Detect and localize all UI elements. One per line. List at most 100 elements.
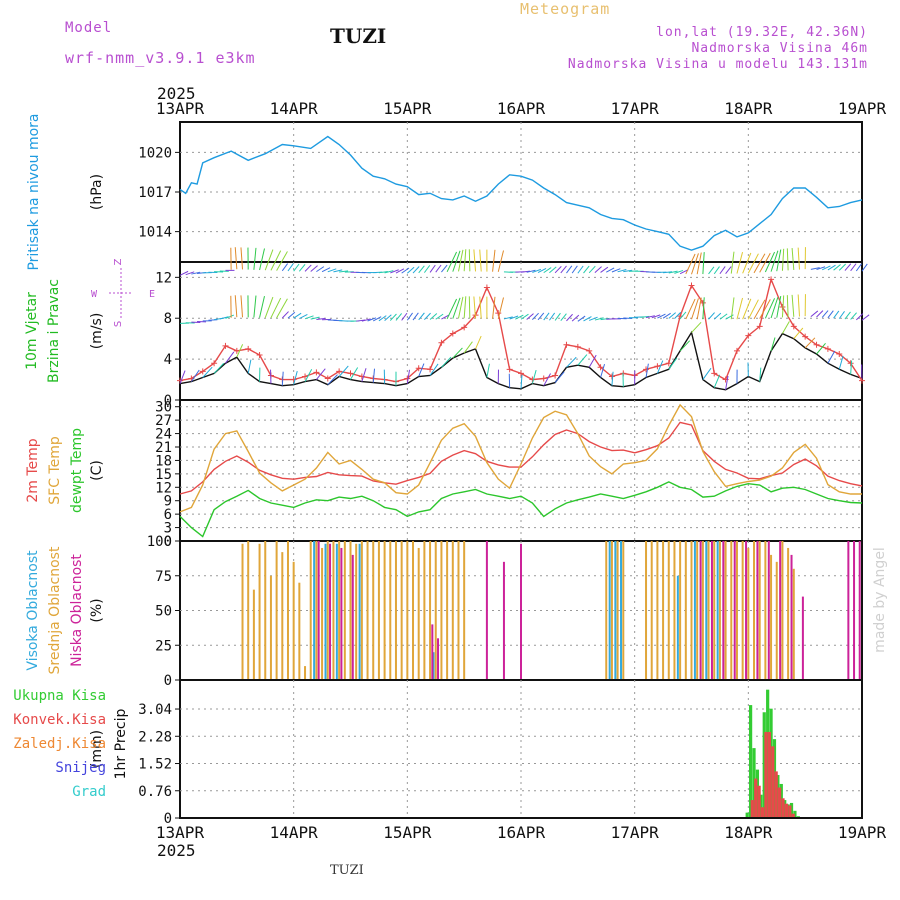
wind-arrow: [441, 356, 452, 368]
wind-arrow: [543, 373, 551, 386]
gust-marker: [745, 332, 752, 339]
gust-marker: [836, 351, 843, 357]
bar-clouds-visokaoblacnost: [716, 541, 719, 679]
gust-marker: [699, 299, 706, 306]
model-name: wrf-nmm_v3.9.1 e3km: [65, 49, 256, 67]
bottom-date-label-1: 14APR: [270, 823, 319, 842]
wind-arrow: [838, 263, 847, 271]
wind-arrow: [566, 313, 573, 322]
wind-arrow: [861, 263, 868, 272]
wind-arrow: [520, 313, 529, 320]
wind-arrow: [412, 266, 420, 274]
y-tick-label-precip: 0: [164, 811, 172, 827]
bar-clouds-srednjaoblacnost: [434, 541, 437, 679]
wind-arrow: [850, 360, 853, 375]
bar-clouds-niskaoblacnost: [502, 561, 505, 679]
wind-arrow: [549, 266, 557, 274]
wind-arrow: [668, 357, 678, 370]
gust-marker: [506, 366, 513, 373]
y-tick-label-precip: 1.52: [138, 757, 172, 773]
wind-arrow: [770, 337, 776, 352]
bar-clouds-srednjaoblacnost: [429, 541, 432, 679]
wind-arrow: [316, 368, 326, 380]
gust-marker: [211, 360, 218, 367]
bar-clouds-niskaoblacnost: [710, 541, 713, 679]
wind-arrow: [253, 295, 257, 318]
bar-clouds-srednjaoblacnost: [730, 541, 733, 679]
bar-clouds-niskaoblacnost: [431, 624, 434, 679]
wind-arrow: [492, 296, 496, 319]
wind-arrow: [656, 360, 664, 374]
wind-arrow: [696, 252, 702, 275]
wind-arrow: [770, 250, 779, 272]
bar-clouds-niskaoblacnost: [722, 541, 725, 679]
bar-clouds-niskaoblacnost: [756, 541, 759, 679]
y-tick-label-temperature: 0: [164, 534, 172, 550]
gust-marker: [449, 330, 456, 337]
wind-arrow: [747, 253, 759, 274]
bar-clouds-niskaoblacnost: [437, 638, 440, 679]
y-tick-label-temperature: 15: [155, 467, 172, 483]
bar-clouds-srednjaoblacnost: [724, 541, 727, 679]
wind-arrow: [304, 315, 314, 320]
bar-precip-ukupnakisa: [769, 708, 773, 817]
bar-clouds-srednjaoblacnost: [412, 541, 415, 679]
top-date-label-0: 13APR: [156, 99, 205, 118]
wind-arrow: [594, 317, 604, 321]
bar-clouds-srednjaoblacnost: [309, 541, 312, 679]
wind-arrow: [588, 354, 597, 368]
gust-marker: [688, 282, 695, 289]
y-tick-label-temperature: 30: [155, 400, 172, 416]
bar-clouds-srednjaoblacnost: [321, 547, 324, 679]
bar-precip-ukupnakisa: [745, 812, 749, 817]
bar-clouds-niskaoblacnost: [351, 554, 354, 679]
top-year-label: 2025: [157, 84, 196, 103]
y-tick-label-precip: 2.28: [138, 729, 172, 745]
bar-clouds-srednjaoblacnost: [667, 541, 670, 679]
wind-arrow: [791, 294, 795, 317]
bar-clouds-srednjaoblacnost: [389, 541, 392, 679]
bar-precip-konvekkisa: [757, 785, 761, 817]
wind-arrow: [372, 368, 376, 383]
wind-arrow: [401, 312, 408, 321]
bar-clouds-visokaoblacnost: [620, 541, 623, 679]
wind-arrow: [361, 368, 367, 382]
wind-arrow: [861, 314, 870, 321]
bar-clouds-srednjaoblacnost: [792, 568, 795, 679]
wind-arrow: [281, 263, 289, 272]
bottom-year-label: 2025: [157, 841, 196, 860]
y-unit-label-temperature: (C): [89, 460, 105, 481]
wind-arrow: [457, 249, 464, 272]
wind-arrow: [452, 347, 463, 359]
wind-arrow: [816, 266, 826, 271]
gust-marker: [313, 369, 320, 376]
bar-clouds-niskaoblacnost: [317, 541, 320, 679]
wind-arrow: [452, 297, 461, 319]
bar-clouds-srednjaoblacnost: [735, 541, 738, 679]
wind-arrow: [435, 313, 444, 320]
wind-arrow: [372, 316, 382, 322]
gust-marker: [540, 375, 547, 382]
wind-arrow: [588, 265, 596, 274]
y-tick-label-precip: 0.76: [138, 784, 172, 800]
precip-legend-label-2: Zaledj.Kisa: [13, 736, 106, 752]
gust-marker: [222, 342, 229, 349]
wind-arrow: [350, 367, 359, 380]
wind-arrow: [543, 312, 550, 321]
wind-arrow: [497, 250, 505, 272]
wind-arrow: [520, 374, 523, 389]
wind-arrow: [293, 263, 300, 272]
bar-clouds-srednjaoblacnost: [713, 541, 716, 679]
wind-arrow: [259, 248, 265, 271]
wind-arrow: [310, 265, 318, 272]
wind-arrow: [389, 313, 397, 321]
gust-marker: [756, 323, 763, 330]
wind-arrow: [446, 298, 458, 320]
wind-arrow: [526, 269, 536, 273]
bar-clouds-srednjaoblacnost: [679, 541, 682, 679]
wind-arrow: [423, 265, 431, 273]
wind-arrow: [276, 251, 288, 271]
wind-arrow: [764, 298, 776, 319]
gust-marker: [245, 345, 252, 352]
wind-arrow: [640, 315, 650, 318]
